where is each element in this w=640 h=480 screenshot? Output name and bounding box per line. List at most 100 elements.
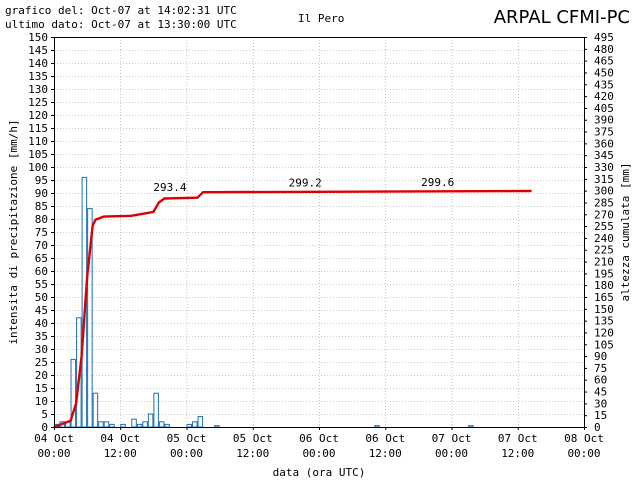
left-axis-tick-label: 35 [35,330,48,343]
x-axis-tick-label: 00:00 [567,447,600,460]
right-axis-tick-label: 30 [594,397,607,410]
right-axis-tick-label: 45 [594,386,607,399]
intensity-bar [103,421,110,428]
intensity-bar [192,421,198,428]
left-axis-tick-label: 15 [35,382,48,395]
right-axis-tick-label: 210 [594,256,614,269]
left-axis-tick-label: 150 [28,31,48,44]
brand-title: ARPAL CFMI-PC [493,7,630,28]
intensity-bar [164,423,170,428]
left-axis-tick-label: 140 [28,57,48,70]
right-axis-tick-label: 60 [594,374,607,387]
right-axis-tick-label: 465 [594,55,614,68]
cumulative-annotation: 293.4 [153,181,186,194]
x-axis-tick-label: 00:00 [435,447,468,460]
right-axis-tick-label: 240 [594,232,614,245]
right-axis-tick-label: 345 [594,149,614,162]
intensity-bar [98,421,104,428]
left-axis-tick-label: 145 [28,44,48,57]
x-axis-tick-label: 12:00 [236,447,269,460]
right-axis-tick-label: 375 [594,126,614,139]
intensity-bar [374,425,380,428]
right-axis-tick-label: 0 [594,421,601,434]
intensity-bar [120,423,126,428]
right-axis-tick-label: 480 [594,43,614,56]
cumulative-annotation: 299.6 [421,176,454,189]
left-axis-tick-label: 50 [35,291,48,304]
left-axis-tick-label: 60 [35,265,48,278]
left-axis-tick-label: 90 [35,187,48,200]
x-axis-tick-label: 06 Oct [299,432,339,445]
x-axis-tick-label: 12:00 [104,447,137,460]
intensity-bar [214,425,220,428]
x-axis-tick-label: 05 Oct [167,432,207,445]
right-axis-tick-label: 405 [594,102,614,115]
left-axis-tick-label: 65 [35,252,48,265]
intensity-bar [186,423,193,428]
left-axis-tick-label: 115 [28,122,48,135]
intensity-bar [197,416,204,428]
left-axis-tick-label: 0 [41,421,48,434]
x-axis-tick-label: 12:00 [501,447,534,460]
right-axis-tick-label: 420 [594,90,614,103]
right-axis-tick-label: 360 [594,137,614,150]
left-axis-tick-label: 10 [35,395,48,408]
right-axis-tick-label: 105 [594,338,614,351]
left-axis-tick-label: 45 [35,304,48,317]
right-axis-tick-label: 390 [594,114,614,127]
x-axis-tick-label: 12:00 [369,447,402,460]
right-axis-tick-label: 495 [594,31,614,44]
x-axis-tick-label: 05 Oct [233,432,273,445]
intensity-bar [142,421,148,428]
right-axis-title: altezza cumulata [mm] [619,162,632,301]
left-axis-tick-label: 95 [35,174,48,187]
left-axis-tick-label: 25 [35,356,48,369]
generated-timestamp: grafico del: Oct-07 at 14:02:31 UTC [5,4,237,17]
station-name: Il Pero [298,12,345,25]
left-axis-tick-label: 125 [28,96,48,109]
left-axis-tick-label: 110 [28,135,48,148]
intensity-bar [109,423,115,428]
x-axis-tick-label: 00:00 [37,447,70,460]
left-axis-tick-label: 100 [28,161,48,174]
left-axis-tick-label: 40 [35,317,48,330]
right-axis-tick-label: 150 [594,303,614,316]
left-axis-tick-label: 135 [28,70,48,83]
x-axis-tick-label: 06 Oct [365,432,405,445]
right-axis-tick-label: 330 [594,161,614,174]
right-axis-tick-label: 450 [594,66,614,79]
x-axis-title: data (ora UTC) [273,466,366,479]
x-axis-tick-label: 04 Oct [34,432,74,445]
left-axis-tick-label: 120 [28,109,48,122]
intensity-bar [468,425,474,428]
x-axis-tick-label: 07 Oct [432,432,472,445]
left-axis-tick-label: 80 [35,213,48,226]
x-axis-tick-label: 00:00 [302,447,335,460]
cumulative-line [53,189,532,429]
intensity-bar [92,392,99,428]
intensity-bar [147,413,154,428]
left-axis-tick-label: 55 [35,278,48,291]
right-axis-tick-label: 15 [594,409,607,422]
right-axis-tick-label: 195 [594,267,614,280]
right-axis-tick-label: 270 [594,208,614,221]
intensity-bar [131,418,137,428]
left-axis-tick-label: 20 [35,369,48,382]
right-axis-tick-label: 285 [594,196,614,209]
x-axis-tick-label: 08 Oct [564,432,604,445]
x-axis-tick-label: 04 Oct [100,432,140,445]
right-axis-tick-label: 255 [594,220,614,233]
x-axis-tick-label: 07 Oct [498,432,538,445]
last-data-timestamp: ultimo dato: Oct-07 at 13:30:00 UTC [5,18,237,31]
right-axis-tick-label: 225 [594,244,614,257]
right-axis-tick-label: 75 [594,362,607,375]
right-axis-tick-label: 435 [594,78,614,91]
right-axis-tick-label: 120 [594,326,614,339]
left-axis-title: intensita di precipitazione [mm/h] [7,119,20,344]
intensity-bar [136,423,143,428]
left-axis-tick-label: 75 [35,226,48,239]
cumulative-annotation: 299.2 [289,176,322,189]
right-axis-tick-label: 300 [594,185,614,198]
left-axis-tick-label: 130 [28,83,48,96]
